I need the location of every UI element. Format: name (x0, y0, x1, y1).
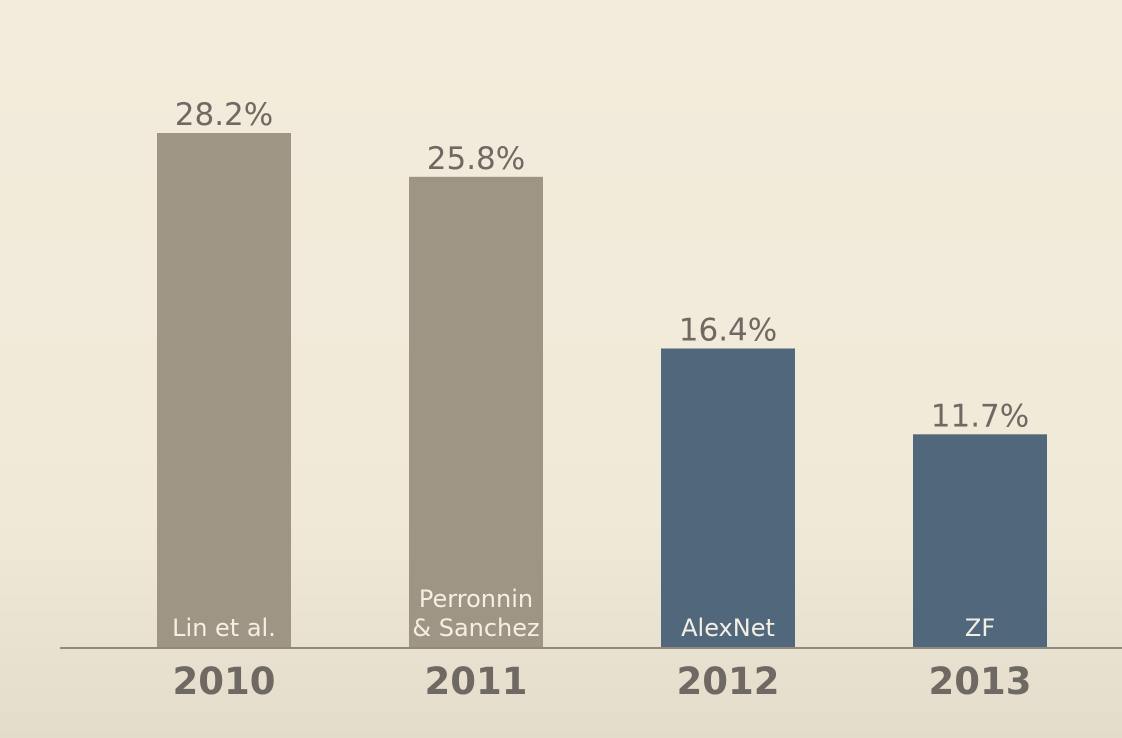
x-tick-label-2012: 2012 (677, 660, 780, 703)
bar-2010 (157, 133, 291, 648)
value-label-2012: 16.4% (679, 312, 777, 348)
bar-label-2013-0: ZF (965, 614, 995, 642)
bar-label-2011-1: & Sanchez (412, 614, 539, 642)
bar-label-2012-0: AlexNet (681, 614, 775, 642)
x-tick-label-2013: 2013 (929, 660, 1032, 703)
bar-label-2010-0: Lin et al. (172, 614, 276, 642)
x-tick-label-2010: 2010 (173, 660, 276, 703)
bar-2011 (409, 176, 543, 649)
labels-group: 28.2% Lin et al. 2010 25.8% Perronnin& Sanch… (172, 97, 1031, 703)
bars-group (157, 133, 1047, 649)
x-tick-label-2011: 2011 (425, 660, 528, 703)
bar-label-2011-0: Perronnin (419, 585, 533, 613)
value-label-2010: 28.2% (175, 97, 273, 133)
bar-2013 (913, 434, 1047, 648)
bar-2012 (661, 348, 795, 648)
value-label-2013: 11.7% (931, 398, 1029, 434)
value-label-2011: 25.8% (427, 141, 525, 177)
